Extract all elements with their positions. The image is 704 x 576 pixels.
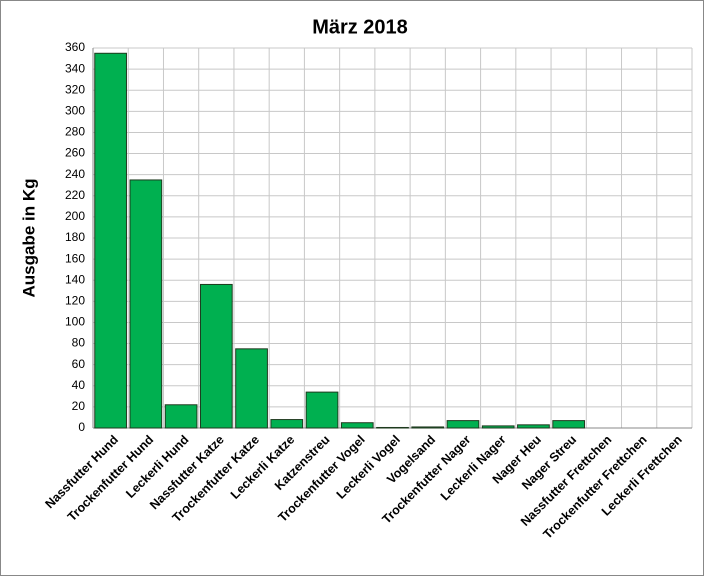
- bar: [340, 422, 374, 429]
- y-tick-label: 320: [65, 82, 85, 96]
- y-tick-label: 160: [65, 251, 85, 265]
- y-tick-label: 280: [65, 125, 85, 139]
- y-tick-label: 180: [65, 230, 85, 244]
- bar: [270, 419, 304, 429]
- y-tick-label: 0: [78, 420, 85, 434]
- bar: [235, 348, 268, 429]
- bar: [376, 426, 409, 429]
- y-axis-label: Ausgabe in Kg: [19, 178, 38, 297]
- bar: [552, 420, 586, 429]
- y-tick-label: 240: [65, 167, 85, 181]
- y-tick-label: 120: [65, 294, 85, 308]
- y-tick-label: 300: [65, 104, 85, 118]
- y-tick-label: 80: [72, 336, 86, 350]
- bar: [129, 179, 163, 429]
- bar: [164, 404, 198, 429]
- y-tick-label: 340: [65, 61, 85, 75]
- y-tick-label: 140: [65, 272, 85, 286]
- bar: [517, 424, 550, 429]
- y-tick-label: 260: [65, 146, 85, 160]
- y-tick-label: 360: [65, 40, 85, 54]
- bar: [305, 391, 339, 429]
- y-tick-label: 200: [65, 209, 85, 223]
- bar: [411, 426, 445, 429]
- chart-title: März 2018: [312, 16, 408, 38]
- y-tick-label: 60: [72, 357, 86, 371]
- bar: [94, 52, 127, 429]
- y-tick-label: 220: [65, 188, 85, 202]
- y-tick-label: 100: [65, 315, 85, 329]
- bar: [446, 420, 480, 429]
- bar: [481, 425, 515, 429]
- y-tick-label: 20: [72, 399, 86, 413]
- bar: [199, 283, 233, 429]
- y-tick-label: 40: [72, 378, 86, 392]
